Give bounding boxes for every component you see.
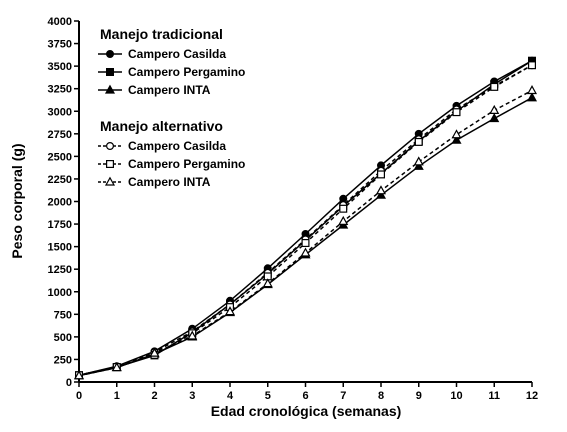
x-tick-label: 12 [526,390,538,402]
data-point-campero-inta [489,104,500,114]
x-tick-label: 3 [189,390,195,402]
y-tick-label: 2000 [48,197,72,209]
data-point-campero-inta [300,247,311,257]
series-line-campero-pergamino [78,64,533,376]
y-tick-label: 0 [66,377,72,389]
data-point-campero-inta [224,306,236,316]
legend-group-title: Manejo alternativo [100,118,223,134]
legend-marker [105,160,114,169]
data-point-campero-inta [111,362,122,372]
data-point-campero-pergamino [377,170,386,179]
x-tick-label: 0 [76,390,82,402]
data-point-campero-pergamino [527,61,536,70]
y-tick-label: 3750 [48,39,72,51]
data-point-campero-inta [451,134,462,144]
data-point-campero-pergamino [414,137,423,146]
legend-marker [105,142,114,151]
legend-marker [104,84,116,94]
y-tick-label: 1750 [48,219,72,231]
legend-item-label: Campero Casilda [128,139,226,153]
series-markers [73,56,538,380]
x-tick-label: 5 [265,390,271,402]
x-tick-label: 10 [450,390,462,402]
x-axis-title: Edad cronológica (semanas) [211,403,402,419]
y-tick-label: 750 [54,309,72,321]
data-point-campero-inta [413,156,424,166]
x-tick-label: 7 [340,390,346,402]
y-tick-label: 4000 [48,16,72,28]
legend-item-label: Campero Pergamino [128,157,245,171]
x-tick-label: 2 [151,390,157,402]
legend-marker [105,49,114,58]
data-point-campero-pergamino [452,108,461,117]
data-point-campero-inta [375,185,387,195]
legend-item-label: Campero INTA [128,83,211,97]
data-point-campero-pergamino [339,204,348,213]
y-tick-label: 3250 [48,84,72,96]
y-tick-label: 1000 [48,287,72,299]
legend-item-label: Campero INTA [128,175,211,189]
data-point-campero-inta [262,278,273,288]
data-point-campero-inta [451,129,462,139]
y-tick-label: 2250 [48,174,72,186]
x-tick-label: 6 [302,390,308,402]
legend-marker [105,67,114,76]
x-tick-label: 8 [378,390,384,402]
y-tick-label: 500 [54,332,72,344]
series-line-campero-casilda [78,64,533,376]
data-point-campero-inta [526,92,538,102]
data-point-campero-inta [526,85,538,95]
data-point-campero-inta [149,347,160,357]
y-tick-label: 3000 [48,106,72,118]
y-tick-label: 1250 [48,264,72,276]
y-tick-label: 3500 [48,61,72,73]
data-point-campero-inta [375,189,387,199]
x-tick-label: 11 [488,390,500,402]
legend-item-label: Campero Pergamino [128,65,245,79]
data-point-campero-inta [413,160,424,170]
data-point-campero-pergamino [301,239,310,248]
legend-item-label: Campero Casilda [128,47,226,61]
series-line-campero-pergamino [78,60,533,376]
legend: Manejo tradicional Campero Casilda Campero… [98,26,245,189]
x-tick-label: 4 [227,390,234,402]
axes: 0250500750100012501500175020002250250027… [48,16,539,402]
data-point-campero-inta [187,330,198,340]
y-tick-label: 1500 [48,242,72,254]
series-lines [78,60,533,377]
data-point-campero-inta [338,215,349,225]
y-tick-label: 2500 [48,151,72,163]
y-tick-label: 2750 [48,129,72,141]
series-line-campero-casilda [78,60,533,376]
x-tick-label: 9 [416,390,422,402]
data-point-campero-inta [489,113,500,123]
legend-marker [104,176,116,186]
x-tick-label: 1 [114,390,120,402]
y-axis-title: Peso corporal (g) [9,143,25,258]
data-point-campero-pergamino [490,82,499,91]
data-point-campero-inta [73,370,85,380]
legend-group-title: Manejo tradicional [100,26,223,42]
y-tick-label: 250 [54,354,72,366]
